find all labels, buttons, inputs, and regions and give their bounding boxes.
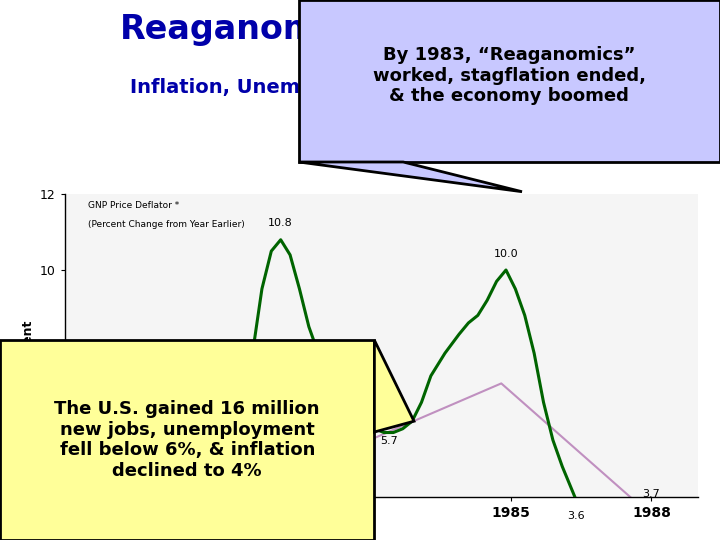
Text: 5.7: 5.7 <box>380 436 398 446</box>
Text: The U.S. gained 16 million
new jobs, unemployment
fell below 6%, & inflation
dec: The U.S. gained 16 million new jobs, une… <box>55 400 320 480</box>
Text: 5.7: 5.7 <box>131 407 149 417</box>
Text: 3.7: 3.7 <box>642 489 660 499</box>
Y-axis label: Percent: Percent <box>22 319 35 373</box>
Text: Reaganomics: Reaganomics <box>120 14 369 46</box>
Text: 10.8: 10.8 <box>269 218 293 228</box>
Text: GNP Price Deflator *: GNP Price Deflator * <box>89 201 179 210</box>
Text: Inflation, Unemployment, & Interest Rates: Inflation, Unemployment, & Interest Rate… <box>130 78 598 97</box>
Text: 3.6: 3.6 <box>567 511 585 522</box>
Text: By 1983, “Reaganomics”
worked, stagflation ended,
& the economy boomed: By 1983, “Reaganomics” worked, stagflati… <box>373 46 646 105</box>
Text: 10.0: 10.0 <box>494 248 518 259</box>
Text: (Percent Change from Year Earlier): (Percent Change from Year Earlier) <box>89 220 245 228</box>
